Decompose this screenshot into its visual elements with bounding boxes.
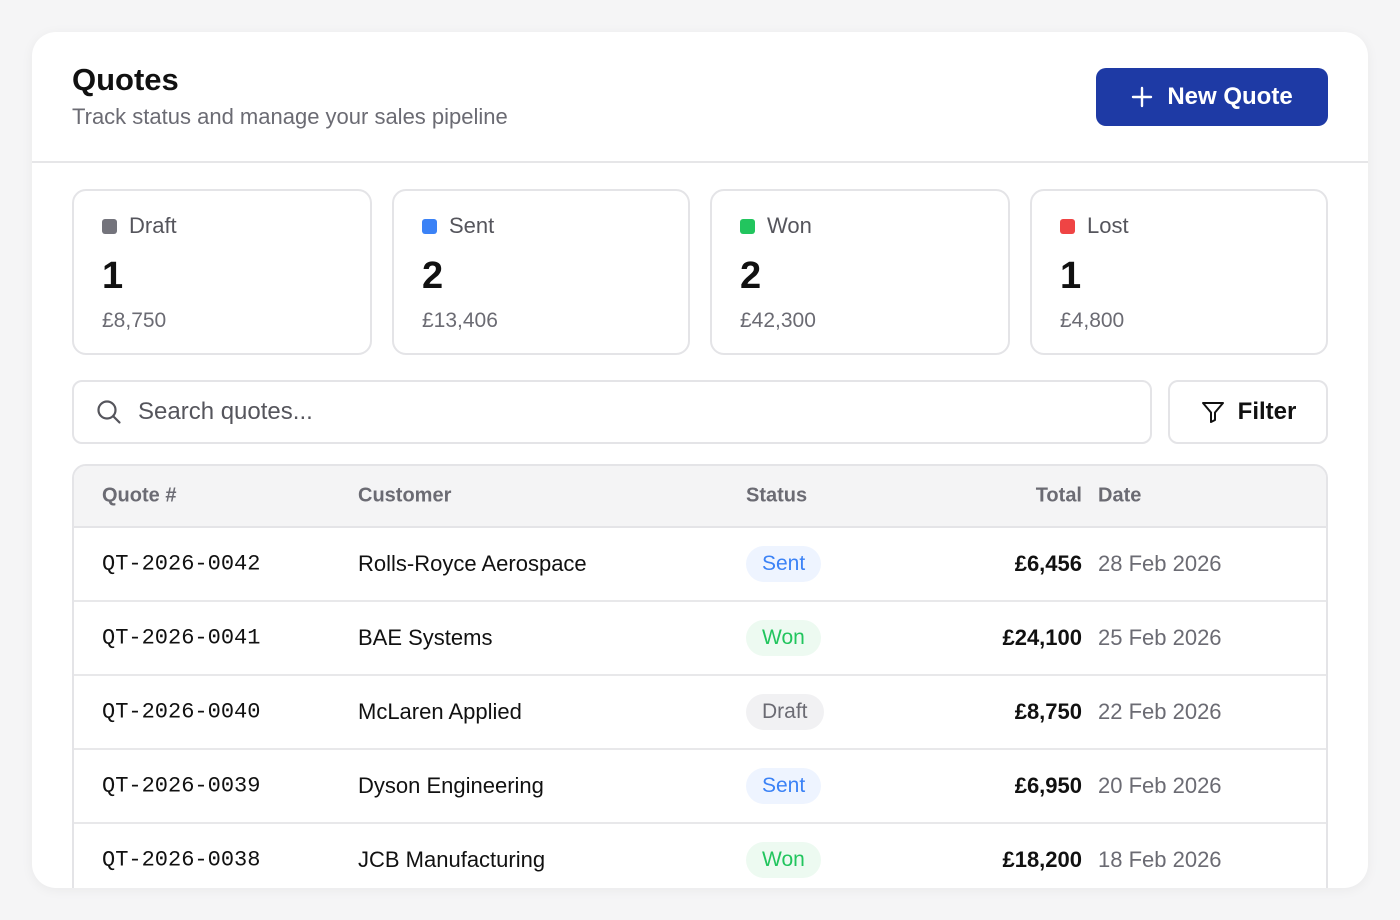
stat-label: Lost — [1060, 213, 1129, 239]
table-row[interactable]: QT-2026-0039 Dyson Engineering Sent £6,9… — [74, 750, 1326, 824]
quote-number[interactable]: QT-2026-0041 — [102, 625, 261, 651]
stat-count: 2 — [422, 255, 444, 297]
stat-label: Draft — [102, 213, 177, 239]
stat-label: Sent — [422, 213, 494, 239]
customer-name: JCB Manufacturing — [358, 847, 546, 872]
stat-card-lost[interactable]: Lost 1 £4,800 — [1030, 189, 1328, 355]
stat-label: Won — [740, 213, 812, 239]
stat-amount: £8,750 — [102, 309, 167, 332]
status-dot-icon — [740, 218, 755, 234]
stat-label-text: Draft — [129, 213, 177, 238]
quote-total: £6,456 — [1014, 551, 1082, 576]
status-badge: Won — [746, 620, 821, 656]
status-badge: Draft — [746, 694, 824, 730]
search-icon — [97, 400, 121, 424]
stat-card-won[interactable]: Won 2 £42,300 — [710, 189, 1010, 355]
quote-date: 22 Feb 2026 — [1098, 699, 1222, 724]
stat-count: 2 — [740, 255, 762, 297]
status-badge: Sent — [746, 546, 822, 582]
col-status[interactable]: Status — [746, 484, 808, 507]
customer-name: Dyson Engineering — [358, 773, 544, 798]
page-subtitle: Track status and manage your sales pipel… — [72, 104, 508, 129]
table-row[interactable]: QT-2026-0038 JCB Manufacturing Won £18,2… — [74, 824, 1326, 888]
new-quote-label: New Quote — [1167, 83, 1293, 110]
stat-count: 1 — [1060, 255, 1082, 297]
quote-number[interactable]: QT-2026-0038 — [102, 847, 261, 873]
status-badge: Won — [746, 842, 821, 878]
stat-card-sent[interactable]: Sent 2 £13,406 — [392, 189, 690, 355]
customer-name: McLaren Applied — [358, 699, 522, 724]
stat-card-draft[interactable]: Draft 1 £8,750 — [72, 189, 372, 355]
quote-total: £24,100 — [1002, 625, 1082, 650]
new-quote-button[interactable]: New Quote — [1096, 68, 1328, 126]
table-header: Quote # Customer Status Total Date — [74, 466, 1326, 528]
quote-date: 28 Feb 2026 — [1098, 551, 1222, 576]
table-row[interactable]: QT-2026-0042 Rolls-Royce Aerospace Sent … — [74, 528, 1326, 602]
customer-name: Rolls-Royce Aerospace — [358, 551, 587, 576]
quote-date: 18 Feb 2026 — [1098, 847, 1222, 872]
plus-icon — [1132, 86, 1153, 108]
quote-total: £18,200 — [1002, 847, 1082, 872]
search-box[interactable] — [72, 380, 1152, 444]
col-date[interactable]: Date — [1098, 484, 1142, 507]
quote-total: £8,750 — [1014, 699, 1082, 724]
filter-icon — [1201, 402, 1224, 423]
table-row[interactable]: QT-2026-0041 BAE Systems Won £24,100 25 … — [74, 602, 1326, 676]
stat-label-text: Won — [767, 213, 812, 238]
stat-count: 1 — [102, 255, 124, 297]
quote-number[interactable]: QT-2026-0039 — [102, 773, 261, 799]
status-badge: Sent — [746, 768, 822, 804]
page-header: Quotes Track status and manage your sale… — [32, 32, 1368, 163]
quote-total: £6,950 — [1014, 773, 1082, 798]
quote-number[interactable]: QT-2026-0040 — [102, 699, 261, 725]
quote-date: 20 Feb 2026 — [1098, 773, 1222, 798]
col-customer[interactable]: Customer — [358, 484, 452, 507]
col-total[interactable]: Total — [1035, 484, 1082, 507]
filter-label: Filter — [1237, 398, 1297, 425]
stat-label-text: Lost — [1087, 213, 1129, 238]
stat-label-text: Sent — [449, 213, 495, 238]
quotes-table: Quote # Customer Status Total Date QT-20… — [72, 464, 1328, 888]
quote-number[interactable]: QT-2026-0042 — [102, 551, 261, 577]
filter-button[interactable]: Filter — [1168, 380, 1328, 444]
status-dot-icon — [422, 218, 437, 234]
customer-name: BAE Systems — [358, 625, 493, 650]
quotes-panel: Quotes Track status and manage your sale… — [32, 32, 1368, 888]
search-input[interactable] — [138, 398, 1038, 426]
status-dot-icon — [1060, 218, 1075, 234]
col-quote-number[interactable]: Quote # — [102, 484, 177, 507]
stat-amount: £4,800 — [1060, 309, 1125, 332]
page-title: Quotes — [72, 62, 179, 97]
status-dot-icon — [102, 218, 117, 234]
stat-amount: £42,300 — [740, 309, 816, 332]
quote-date: 25 Feb 2026 — [1098, 625, 1222, 650]
stat-amount: £13,406 — [422, 309, 498, 332]
table-row[interactable]: QT-2026-0040 McLaren Applied Draft £8,75… — [74, 676, 1326, 750]
